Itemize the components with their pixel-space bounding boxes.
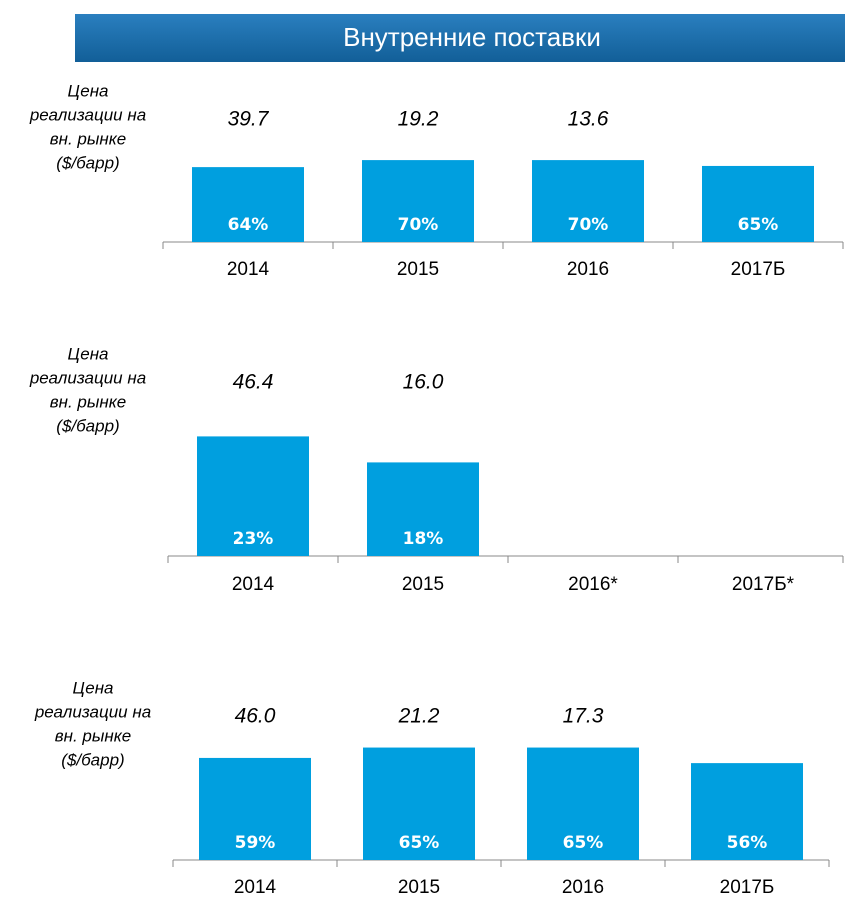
price-axis-label: Цена	[68, 344, 109, 363]
price-axis-label: вн. рынке	[50, 392, 126, 411]
x-tick-label: 2015	[402, 574, 444, 595]
bar	[362, 160, 474, 242]
bar-label: 18%	[403, 529, 444, 549]
bar	[702, 165, 814, 242]
price-label: 13.6	[568, 108, 609, 131]
x-tick-label: 2017Б	[720, 877, 775, 898]
price-label: 46.4	[233, 371, 274, 394]
bar	[691, 763, 803, 860]
price-axis-label: реализации на	[34, 702, 151, 721]
price-axis-label: ($/барр)	[56, 416, 119, 435]
price-axis-label: реализации на	[29, 105, 146, 124]
price-axis-label: ($/барр)	[56, 153, 119, 172]
bar-label: 56%	[727, 833, 768, 853]
price-axis-label: Цена	[73, 678, 114, 697]
price-axis-label: вн. рынке	[55, 726, 131, 745]
bar-label: 65%	[738, 215, 779, 235]
x-tick-label: 2016	[567, 259, 609, 280]
price-label: 46.0	[235, 705, 276, 728]
bar-label: 70%	[568, 215, 609, 235]
bar-label: 70%	[398, 215, 439, 235]
x-tick-label: 2017Б	[731, 259, 786, 280]
bar	[527, 747, 639, 860]
price-axis-label: вн. рынке	[50, 129, 126, 148]
x-tick-label: 2017Б*	[732, 574, 795, 595]
price-label: 16.0	[403, 371, 444, 394]
x-tick-label: 2015	[398, 877, 440, 898]
header-title: Внутренние поставки	[343, 22, 601, 52]
x-tick-label: 2016*	[568, 574, 618, 595]
x-tick-label: 2016	[562, 877, 604, 898]
price-label: 19.2	[398, 108, 439, 131]
price-axis-label: ($/барр)	[61, 750, 124, 769]
bar	[532, 160, 644, 242]
bar	[197, 436, 309, 556]
bar-label: 23%	[233, 529, 274, 549]
bar-label: 59%	[235, 833, 276, 853]
price-label: 21.2	[398, 705, 440, 728]
bar	[199, 757, 311, 860]
price-label: 39.7	[228, 108, 270, 131]
price-axis-label: реализации на	[29, 368, 146, 387]
bar	[192, 167, 304, 242]
price-label: 17.3	[563, 705, 604, 728]
bar	[363, 747, 475, 860]
bar-label: 64%	[228, 215, 269, 235]
x-tick-label: 2014	[227, 259, 270, 280]
bar-label: 65%	[563, 833, 604, 853]
bar	[367, 462, 479, 556]
x-tick-label: 2014	[234, 877, 277, 898]
x-tick-label: 2015	[397, 259, 439, 280]
header-bar	[75, 14, 845, 62]
bar-label: 65%	[399, 833, 440, 853]
price-axis-label: Цена	[68, 81, 109, 100]
x-tick-label: 2014	[232, 574, 275, 595]
